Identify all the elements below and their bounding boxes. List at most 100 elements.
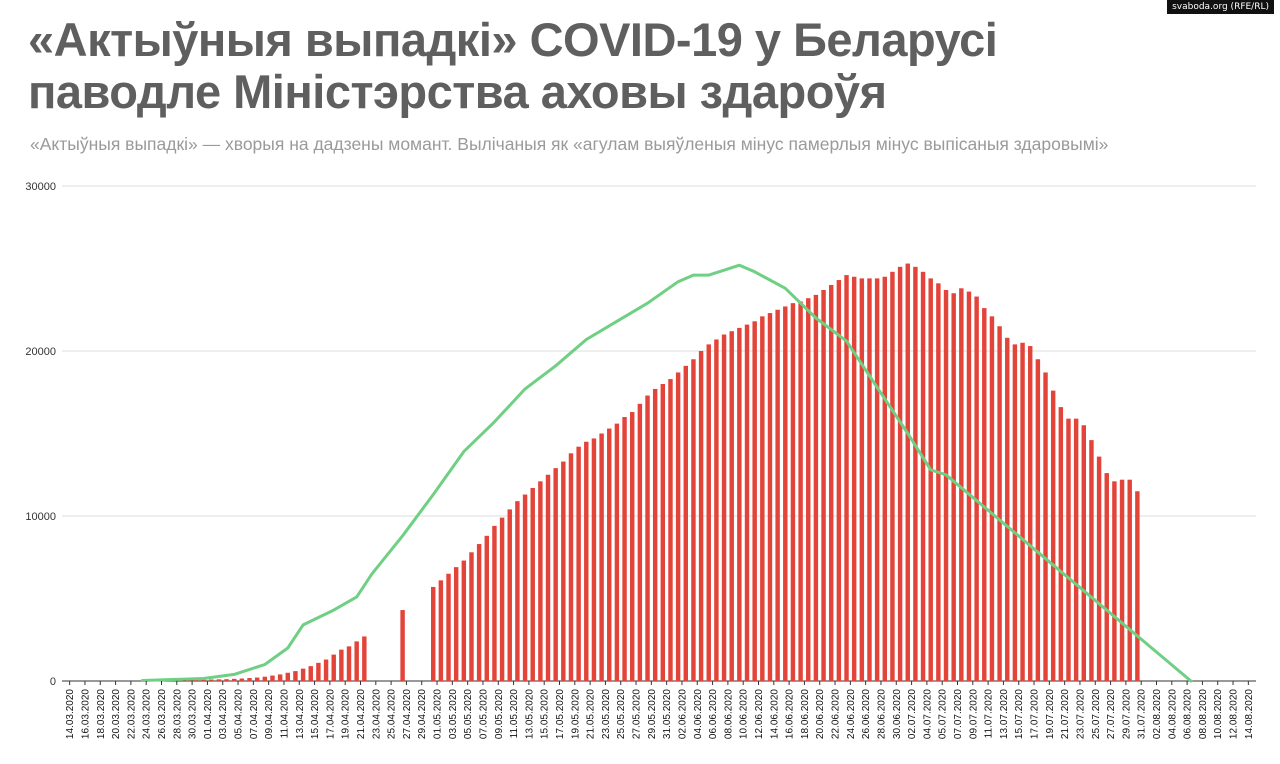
x-tick-label: 10.06.2020 (739, 689, 750, 739)
x-tick-label: 27.04.2020 (402, 689, 413, 739)
x-tick-label: 25.04.2020 (387, 689, 398, 739)
bar (430, 586, 436, 681)
bar (285, 672, 291, 681)
bar (729, 331, 734, 681)
x-tick-label: 09.07.2020 (968, 689, 979, 739)
bar (783, 306, 788, 681)
bar (737, 327, 742, 681)
bar (1112, 481, 1117, 681)
bar (231, 678, 237, 681)
bar (997, 326, 1002, 681)
x-tick-label: 13.05.2020 (524, 689, 535, 739)
bar (561, 461, 566, 681)
bar (193, 679, 199, 681)
x-tick-label: 28.06.2020 (876, 689, 887, 739)
x-tick-label: 17.07.2020 (1030, 689, 1041, 739)
bar (1127, 479, 1132, 681)
x-tick-label: 25.07.2020 (1091, 689, 1102, 739)
bar (691, 359, 696, 681)
x-tick-label: 13.04.2020 (295, 689, 306, 739)
x-tick-label: 19.05.2020 (570, 689, 581, 739)
bar (867, 278, 872, 681)
bar (1027, 346, 1033, 681)
bar (874, 278, 880, 681)
bar (951, 293, 956, 681)
bar (675, 372, 681, 681)
bar (989, 316, 995, 681)
x-tick-label: 07.04.2020 (249, 689, 260, 739)
bar (897, 266, 903, 681)
chart-title: «Актыўныя выпадкі» COVID-19 у Беларусі п… (28, 13, 998, 118)
bar (683, 365, 689, 681)
bar (576, 446, 581, 681)
bar (201, 679, 206, 681)
x-tick-label: 06.06.2020 (708, 689, 719, 739)
x-tick-label: 16.06.2020 (785, 689, 796, 739)
bar (254, 677, 260, 681)
bar (767, 313, 773, 681)
bar (400, 610, 405, 681)
x-tick-label: 06.08.2020 (1183, 689, 1194, 739)
bar (1066, 418, 1071, 681)
x-tick-label: 05.07.2020 (938, 689, 949, 739)
bar (293, 671, 298, 681)
bar (316, 662, 321, 681)
bar (239, 678, 245, 681)
x-tick-label: 01.05.2020 (433, 689, 444, 739)
bar (982, 308, 987, 681)
bar (346, 646, 352, 681)
x-tick-label: 12.06.2020 (754, 689, 765, 739)
bar (645, 395, 650, 681)
bar (331, 654, 336, 681)
x-tick-label: 02.07.2020 (907, 689, 918, 739)
bar (553, 468, 558, 681)
bar (224, 679, 229, 681)
bar (790, 303, 796, 681)
bar (775, 309, 780, 681)
bar (920, 271, 926, 681)
x-tick-label: 17.04.2020 (325, 689, 336, 739)
bar (461, 560, 467, 681)
bar (806, 298, 811, 681)
bar (1043, 372, 1048, 681)
bar (323, 659, 329, 681)
x-tick-label: 05.05.2020 (463, 689, 474, 739)
x-tick-label: 29.05.2020 (647, 689, 658, 739)
bar (1104, 473, 1109, 681)
bar (928, 278, 933, 681)
bar (1012, 344, 1018, 681)
bar (813, 294, 819, 681)
x-tick-label: 20.06.2020 (815, 689, 826, 739)
x-tick-label: 21.05.2020 (586, 689, 597, 739)
bar (851, 276, 857, 681)
x-tick-label: 30.06.2020 (892, 689, 903, 739)
bar (1073, 418, 1079, 681)
bar (453, 567, 459, 681)
bar (354, 641, 359, 681)
bar (1050, 390, 1056, 681)
bar (821, 289, 826, 681)
y-tick-label: 0 (50, 676, 56, 688)
x-tick-label: 11.04.2020 (279, 689, 290, 739)
x-tick-label: 27.07.2020 (1106, 689, 1117, 739)
y-tick-label: 10000 (25, 511, 56, 523)
bar (798, 301, 803, 681)
trend-line (140, 263, 1193, 683)
bar (476, 544, 482, 681)
x-tick-label: 08.08.2020 (1198, 689, 1209, 739)
bar (599, 433, 604, 681)
bar (438, 580, 444, 681)
x-tick-label: 29.04.2020 (417, 689, 428, 739)
bar (339, 649, 344, 681)
x-tick-label: 23.07.2020 (1075, 689, 1086, 739)
x-tick-label: 22.06.2020 (831, 689, 842, 739)
x-tick-label: 07.07.2020 (953, 689, 964, 739)
bar (270, 675, 275, 681)
x-tick-label: 11.05.2020 (509, 689, 520, 739)
bar (714, 339, 719, 681)
bar (974, 296, 979, 681)
bar (530, 487, 535, 681)
x-tick-label: 10.08.2020 (1213, 689, 1224, 739)
x-tick-label: 26.03.2020 (157, 689, 168, 739)
x-tick-label: 03.05.2020 (448, 689, 459, 739)
